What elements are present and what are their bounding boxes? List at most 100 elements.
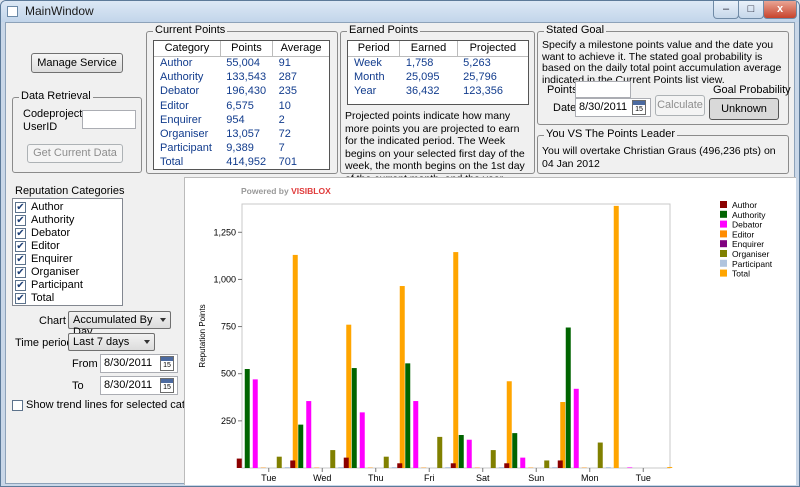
calendar-icon[interactable]: 15 <box>160 378 174 393</box>
checkbox-participant[interactable]: ✔ <box>15 280 26 291</box>
userid-label: Codeproject UserID <box>23 108 83 133</box>
checkbox-author[interactable]: ✔ <box>15 202 26 213</box>
col-header[interactable]: Period <box>348 41 401 57</box>
category-label: Organiser <box>31 266 80 278</box>
col-header[interactable]: Projected <box>457 41 528 57</box>
table-row[interactable]: Author 55,004 91 <box>154 56 329 70</box>
table-row[interactable]: Editor 6,575 10 <box>154 99 329 113</box>
bar <box>597 442 603 468</box>
calendar-icon[interactable]: 15 <box>160 356 174 371</box>
col-header[interactable]: Points <box>220 41 274 57</box>
bar <box>466 439 472 468</box>
bar <box>453 252 459 468</box>
userid-input[interactable] <box>82 110 136 129</box>
trend-lines-checkbox[interactable] <box>12 400 23 411</box>
cell: Organiser <box>160 128 209 141</box>
cell: 5,263 <box>463 57 491 70</box>
table-row[interactable]: Debator 196,430 235 <box>154 84 329 98</box>
cell: 123,356 <box>463 85 503 98</box>
category-label: Enquirer <box>31 253 73 265</box>
checkbox-organiser[interactable]: ✔ <box>15 267 26 278</box>
table-row[interactable]: Enquirer 954 2 <box>154 113 329 127</box>
checkbox-editor[interactable]: ✔ <box>15 241 26 252</box>
bar <box>290 460 296 468</box>
legend-swatch <box>720 220 727 228</box>
cell: 6,575 <box>226 99 254 112</box>
time-period-select[interactable]: Last 7 days <box>68 333 155 351</box>
x-tick-label: Fri <box>424 473 435 483</box>
bar <box>450 463 456 468</box>
bar <box>244 369 250 468</box>
col-header[interactable]: Earned <box>399 41 458 57</box>
col-header[interactable]: Category <box>154 41 221 57</box>
cell: 287 <box>278 71 297 84</box>
earned-points-group: Earned Points Period Earned Projected We… <box>340 24 535 197</box>
legend-swatch <box>720 269 727 277</box>
col-header[interactable]: Average <box>272 41 329 57</box>
bar <box>405 363 411 468</box>
y-tick-label: 750 <box>221 322 236 332</box>
cell: 196,430 <box>226 85 267 98</box>
points-leader-text: You will overtake Christian Graus (496,2… <box>542 145 776 170</box>
x-tick-label: Wed <box>313 473 331 483</box>
bar <box>565 327 571 468</box>
category-label: Total <box>31 292 55 304</box>
chart-type-label: Chart <box>39 315 66 327</box>
table-row[interactable]: Year 36,432 123,356 <box>348 84 528 98</box>
maximize-button[interactable]: □ <box>738 1 764 19</box>
bar <box>292 254 298 468</box>
points-leader-group: You VS The Points Leader You will overta… <box>537 128 789 174</box>
get-current-data-button[interactable]: Get Current Data <box>27 144 123 163</box>
bar <box>236 458 242 468</box>
legend-swatch <box>720 240 727 248</box>
cell: 235 <box>278 85 297 98</box>
calculate-button[interactable]: Calculate <box>655 95 705 116</box>
legend-label: Participant <box>732 259 773 269</box>
manage-service-button[interactable]: Manage Service <box>31 53 123 73</box>
table-row[interactable]: Authority 133,543 287 <box>154 70 329 84</box>
bar <box>343 457 349 468</box>
category-label: Editor <box>31 240 60 252</box>
watermark-brand: VISIBLOX <box>291 186 331 196</box>
chart-type-select[interactable]: Accumulated By Day <box>68 311 171 338</box>
goal-points-label: Points <box>547 84 578 96</box>
x-tick-label: Thu <box>368 473 384 483</box>
current-points-table[interactable]: Category Points Average Author 55,004 91 A… <box>153 40 330 170</box>
bar <box>458 435 464 468</box>
bar <box>520 457 526 468</box>
cell: 36,432 <box>405 85 440 98</box>
earned-points-table[interactable]: Period Earned Projected Week 1,758 5,263 M… <box>347 40 529 105</box>
bar <box>346 324 352 468</box>
goal-points-input[interactable] <box>575 81 631 98</box>
bar <box>338 467 344 468</box>
table-row[interactable]: Month 25,095 25,796 <box>348 70 528 84</box>
checkbox-total[interactable]: ✔ <box>15 293 26 304</box>
table-row[interactable]: Week 1,758 5,263 <box>348 56 528 70</box>
y-tick-label: 1,000 <box>213 274 236 284</box>
table-row[interactable]: Total 414,952 701 <box>154 155 329 169</box>
close-button[interactable]: x <box>763 1 797 19</box>
to-date-field[interactable]: 8/30/2011 <box>100 376 178 395</box>
legend-swatch <box>720 201 727 208</box>
client-area: Manage Service Data Retrieval Codeprojec… <box>5 22 796 485</box>
cell: Month <box>354 71 385 84</box>
calendar-icon[interactable]: 15 <box>632 100 646 115</box>
cell: 55,004 <box>226 57 260 70</box>
app-icon <box>7 6 18 17</box>
table-row[interactable]: Organiser 13,057 72 <box>154 127 329 141</box>
chevron-down-icon <box>144 340 150 344</box>
checkbox-debator[interactable]: ✔ <box>15 228 26 239</box>
cell: 25,796 <box>463 71 497 84</box>
table-row[interactable]: Participant 9,389 7 <box>154 141 329 155</box>
legend-label: Organiser <box>732 249 769 259</box>
bar <box>284 467 290 468</box>
minimize-button[interactable]: ‒ <box>713 1 739 19</box>
checkbox-enquirer[interactable]: ✔ <box>15 254 26 265</box>
bar <box>504 463 510 468</box>
earned-points-title: Earned Points <box>347 24 421 36</box>
checkbox-authority[interactable]: ✔ <box>15 215 26 226</box>
x-tick-label: Mon <box>581 473 599 483</box>
from-date-field[interactable]: 8/30/2011 <box>100 354 178 373</box>
legend-swatch <box>720 230 727 238</box>
category-label: Participant <box>31 279 83 291</box>
